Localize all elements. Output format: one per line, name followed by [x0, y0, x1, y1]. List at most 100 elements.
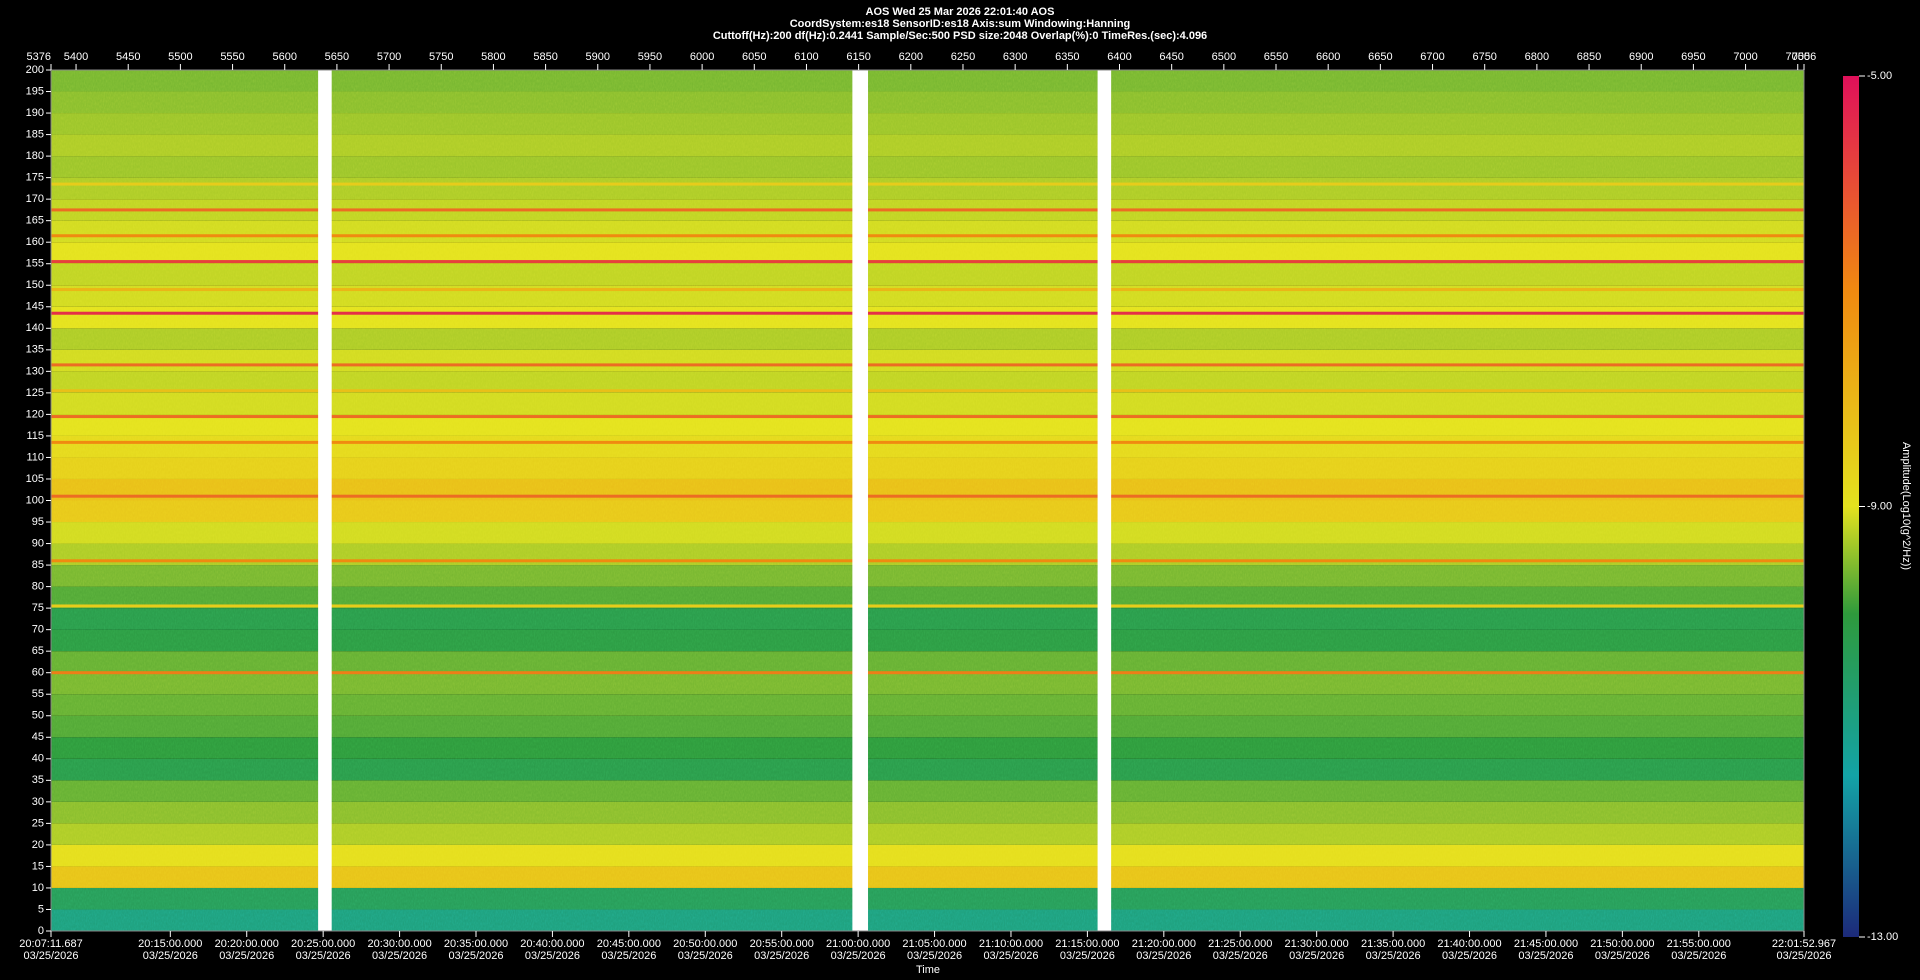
spectral-line [51, 671, 1804, 675]
y-tick-label: 55 [32, 688, 44, 700]
x-tick-label: 20:45:00.000 [597, 938, 661, 950]
x-tick-date: 03/25/2026 [754, 950, 809, 962]
y-tick-label: 75 [32, 602, 44, 614]
y-tick-label: 155 [26, 258, 44, 270]
y-tick-label: 170 [26, 193, 44, 205]
top-tick-label: 5550 [220, 51, 244, 63]
y-tick-label: 130 [26, 365, 44, 377]
x-tick-date: 03/25/2026 [1213, 950, 1268, 962]
x-tick-date: 03/25/2026 [1060, 950, 1115, 962]
x-tick-label: 21:40:00.000 [1437, 938, 1501, 950]
data-gap [318, 70, 332, 931]
y-tick-label: 60 [32, 667, 44, 679]
top-tick-label: 6950 [1681, 51, 1705, 63]
y-tick-label: 175 [26, 172, 44, 184]
top-tick-label: 5500 [168, 51, 192, 63]
x-tick-date: 03/25/2026 [448, 950, 503, 962]
top-tick-label: 5400 [64, 51, 88, 63]
x-tick-date: 03/25/2026 [1136, 950, 1191, 962]
y-tick-label: 150 [26, 279, 44, 291]
chart-title: AOS Wed 25 Mar 2026 22:01:40 AOS [866, 6, 1055, 18]
x-tick-date: 03/25/2026 [907, 950, 962, 962]
top-tick-label: 6000 [690, 51, 714, 63]
top-tick-label: 6300 [1003, 51, 1027, 63]
x-tick-label: 21:35:00.000 [1361, 938, 1425, 950]
spectral-line [51, 440, 1804, 444]
x-tick-label: 22:01:52.967 [1772, 938, 1836, 950]
top-tick-label: 6800 [1525, 51, 1549, 63]
y-tick-label: 20 [32, 839, 44, 851]
x-tick-date: 03/25/2026 [1366, 950, 1421, 962]
spectral-line [51, 415, 1804, 419]
top-tick-label: 5950 [638, 51, 662, 63]
y-tick-label: 40 [32, 753, 44, 765]
x-tick-date: 03/25/2026 [23, 950, 78, 962]
y-tick-label: 195 [26, 85, 44, 97]
y-tick-label: 5 [38, 903, 44, 915]
top-tick-label: 5750 [429, 51, 453, 63]
x-tick-label: 20:55:00.000 [750, 938, 814, 950]
y-tick-label: 185 [26, 128, 44, 140]
top-tick-label: 6750 [1472, 51, 1496, 63]
top-tick-label: 6600 [1316, 51, 1340, 63]
x-tick-date: 03/25/2026 [831, 950, 886, 962]
y-tick-label: 45 [32, 731, 44, 743]
spectral-line [51, 234, 1804, 238]
data-gap [852, 70, 869, 931]
x-axis-label: Time [916, 964, 940, 976]
colorbar-tick-label: -5.00 [1867, 70, 1892, 82]
y-tick-label: 115 [26, 430, 44, 442]
x-tick-date: 03/25/2026 [1289, 950, 1344, 962]
colorbar-label: Amplitude(Log10(g^2/Hz)) [1900, 442, 1912, 570]
top-tick-label: 5800 [481, 51, 505, 63]
x-tick-label: 20:25:00.000 [291, 938, 355, 950]
top-tick-label: 6500 [1212, 51, 1236, 63]
top-tick-label: 6650 [1368, 51, 1392, 63]
y-tick-label: 70 [32, 624, 44, 636]
x-tick-date: 03/25/2026 [219, 950, 274, 962]
x-tick-label: 21:05:00.000 [902, 938, 966, 950]
y-tick-label: 110 [26, 451, 44, 463]
x-tick-label: 20:35:00.000 [444, 938, 508, 950]
top-tick-label: 6050 [742, 51, 766, 63]
spectral-line [51, 389, 1804, 393]
spectral-line [51, 260, 1804, 264]
x-tick-label: 21:00:00.000 [826, 938, 890, 950]
x-tick-label: 21:25:00.000 [1208, 938, 1272, 950]
top-tick-label: 5700 [377, 51, 401, 63]
x-tick-label: 21:15:00.000 [1055, 938, 1119, 950]
x-tick-date: 03/25/2026 [1442, 950, 1497, 962]
y-tick-label: 30 [32, 796, 44, 808]
y-tick-label: 165 [26, 215, 44, 227]
y-tick-label: 200 [26, 64, 44, 76]
y-tick-label: 140 [26, 322, 44, 334]
y-tick-label: 100 [26, 494, 44, 506]
top-tick-label: 6100 [794, 51, 818, 63]
y-tick-label: 90 [32, 537, 44, 549]
spectral-line [51, 208, 1804, 212]
x-tick-date: 03/25/2026 [1776, 950, 1831, 962]
x-tick-date: 03/25/2026 [1595, 950, 1650, 962]
y-tick-label: 190 [26, 107, 44, 119]
chart-info: Cuttoff(Hz):200 df(Hz):0.2441 Sample/Sec… [713, 30, 1207, 42]
y-tick-label: 10 [32, 882, 44, 894]
x-tick-label: 20:07:11.687 [19, 938, 82, 950]
colorbar [1843, 76, 1859, 937]
x-tick-date: 03/25/2026 [983, 950, 1038, 962]
top-tick-label: 7050 [1785, 51, 1809, 63]
x-tick-label: 21:30:00.000 [1285, 938, 1349, 950]
y-tick-label: 125 [26, 387, 44, 399]
y-tick-label: 180 [26, 150, 44, 162]
spectral-line [51, 182, 1804, 186]
spectral-line [51, 604, 1804, 608]
top-tick-label: 6150 [846, 51, 870, 63]
spectral-line [51, 288, 1804, 292]
top-tick-label: 7056 [1792, 51, 1816, 63]
y-tick-label: 120 [26, 408, 44, 420]
colorbar-tick-label: -13.00 [1867, 931, 1898, 943]
y-tick-label: 85 [32, 559, 44, 571]
top-tick-label: 6700 [1420, 51, 1444, 63]
spectral-line [51, 311, 1804, 315]
x-tick-label: 21:20:00.000 [1132, 938, 1196, 950]
